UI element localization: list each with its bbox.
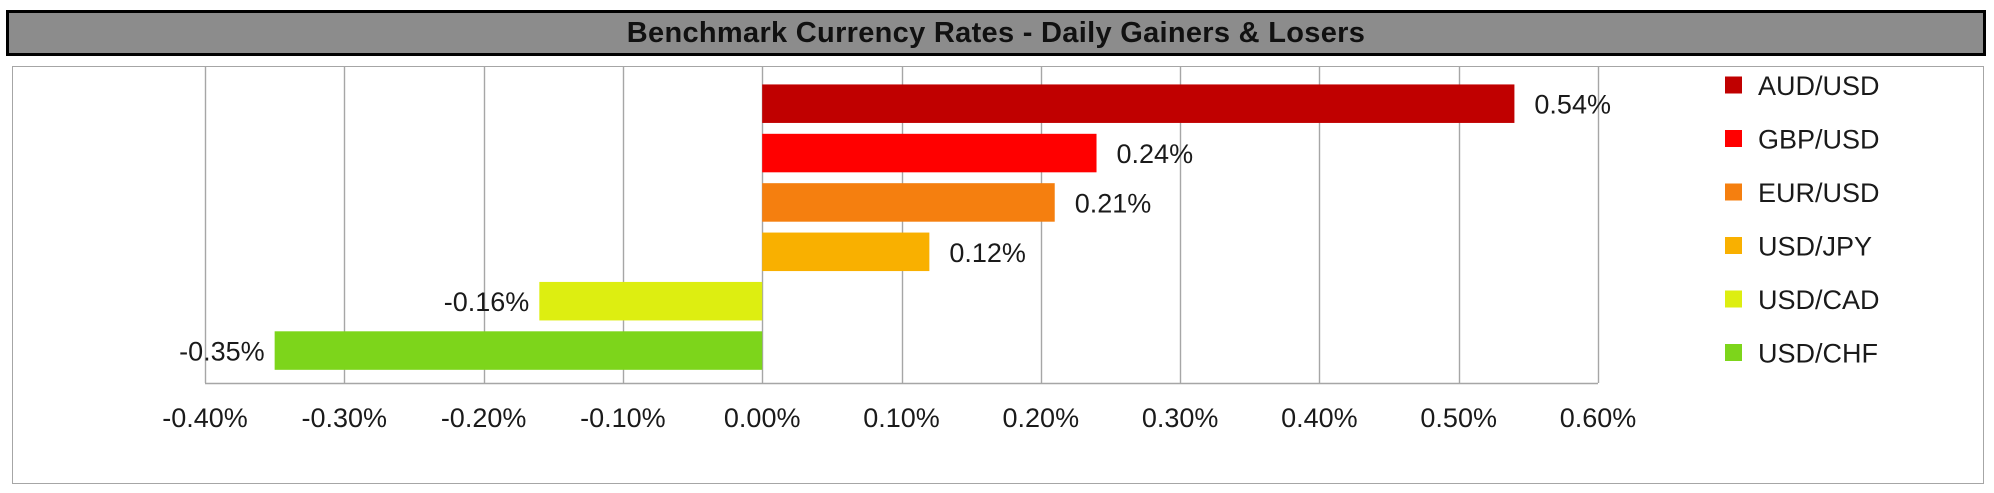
legend-label: USD/CAD <box>1758 285 1880 315</box>
legend-swatch <box>1725 344 1742 361</box>
legend-label: EUR/USD <box>1758 178 1880 208</box>
x-tick-label: -0.40% <box>162 403 248 433</box>
x-tick-label: -0.30% <box>302 403 388 433</box>
bar <box>539 281 763 321</box>
legend-label: AUD/USD <box>1758 71 1880 101</box>
legend-swatch <box>1725 76 1742 94</box>
bar <box>762 84 1515 123</box>
x-tick-label: -0.20% <box>441 403 527 433</box>
data-label: 0.24% <box>1117 139 1194 169</box>
data-label-layer: 0.54% 0.24% 0.21% 0.12% -0.16% -0.35% <box>179 90 1611 367</box>
data-label: -0.16% <box>444 287 530 317</box>
legend: AUD/USD GBP/USD EUR/USD USD/JPY USD/CAD USD/C… <box>1725 71 1880 369</box>
x-axis-tick-labels: -0.40% -0.30% -0.20% -0.10% 0.00% 0.10% 0.20% 0… <box>162 403 1636 433</box>
bar <box>762 133 1097 173</box>
x-tick-label: 0.00% <box>724 403 801 433</box>
x-tick-label: 0.50% <box>1420 403 1497 433</box>
bar <box>762 232 930 272</box>
legend-label: USD/JPY <box>1758 232 1872 262</box>
chart-frame: 0.54% 0.24% 0.21% 0.12% -0.16% -0.35% -0.40% -… <box>12 66 1984 484</box>
x-tick-label: 0.40% <box>1281 403 1358 433</box>
x-tick-label: -0.10% <box>580 403 666 433</box>
legend-label: USD/CHF <box>1758 339 1878 369</box>
chart-title: Benchmark Currency Rates - Daily Gainers… <box>626 16 1366 49</box>
legend-swatch <box>1725 237 1742 254</box>
data-label: -0.35% <box>179 337 265 367</box>
legend-swatch <box>1725 130 1742 147</box>
data-label: 0.54% <box>1534 90 1611 120</box>
chart-canvas: 0.54%0.24%0.21%0.12%-0.16%-0.35% -0.40% -… <box>162 67 1880 433</box>
data-label: 0.12% <box>949 238 1026 268</box>
bar <box>762 183 1055 222</box>
data-label: 0.21% <box>1075 188 1152 218</box>
bar-layer <box>274 84 1515 370</box>
chart-title-bar: Benchmark Currency Rates - Daily Gainers… <box>6 10 1986 56</box>
legend-swatch <box>1725 183 1742 201</box>
x-tick-label: 0.60% <box>1560 403 1637 433</box>
legend-label: GBP/USD <box>1758 125 1880 155</box>
x-tick-label: 0.30% <box>1142 403 1219 433</box>
bar <box>274 331 763 370</box>
x-tick-label: 0.20% <box>1003 403 1080 433</box>
legend-swatch <box>1725 290 1742 308</box>
x-tick-label: 0.10% <box>863 403 940 433</box>
